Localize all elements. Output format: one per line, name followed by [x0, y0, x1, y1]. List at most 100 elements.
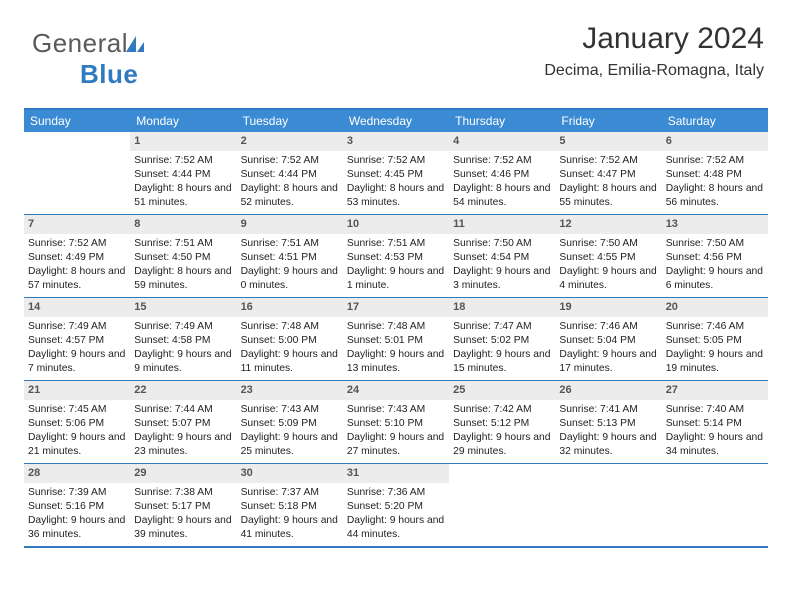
daylight-text: Daylight: 9 hours and 9 minutes. — [134, 348, 232, 376]
sunrise-text: Sunrise: 7:47 AM — [453, 320, 551, 334]
sunset-text: Sunset: 5:02 PM — [453, 334, 551, 348]
sunset-text: Sunset: 5:18 PM — [241, 500, 339, 514]
sunrise-text: Sunrise: 7:43 AM — [241, 403, 339, 417]
day-number: 13 — [662, 215, 768, 234]
day-number: 7 — [24, 215, 130, 234]
daylight-text: Daylight: 9 hours and 17 minutes. — [559, 348, 657, 376]
day-body: Sunrise: 7:44 AMSunset: 5:07 PMDaylight:… — [130, 400, 236, 463]
day-cell: 22Sunrise: 7:44 AMSunset: 5:07 PMDayligh… — [130, 381, 236, 463]
day-body: Sunrise: 7:46 AMSunset: 5:04 PMDaylight:… — [555, 317, 661, 380]
day-number: 4 — [449, 132, 555, 151]
day-body: Sunrise: 7:45 AMSunset: 5:06 PMDaylight:… — [24, 400, 130, 463]
day-number: 21 — [24, 381, 130, 400]
sunrise-text: Sunrise: 7:37 AM — [241, 486, 339, 500]
day-body: Sunrise: 7:43 AMSunset: 5:09 PMDaylight:… — [237, 400, 343, 463]
day-body: Sunrise: 7:46 AMSunset: 5:05 PMDaylight:… — [662, 317, 768, 380]
day-cell: 23Sunrise: 7:43 AMSunset: 5:09 PMDayligh… — [237, 381, 343, 463]
day-cell: 30Sunrise: 7:37 AMSunset: 5:18 PMDayligh… — [237, 464, 343, 546]
daylight-text: Daylight: 9 hours and 27 minutes. — [347, 431, 445, 459]
logo-text-1: General — [32, 28, 128, 58]
day-number: 17 — [343, 298, 449, 317]
day-body: Sunrise: 7:48 AMSunset: 5:00 PMDaylight:… — [237, 317, 343, 380]
daylight-text: Daylight: 9 hours and 44 minutes. — [347, 514, 445, 542]
sunset-text: Sunset: 5:20 PM — [347, 500, 445, 514]
day-body: Sunrise: 7:50 AMSunset: 4:54 PMDaylight:… — [449, 234, 555, 297]
day-cell: 5Sunrise: 7:52 AMSunset: 4:47 PMDaylight… — [555, 132, 661, 214]
sunset-text: Sunset: 5:10 PM — [347, 417, 445, 431]
day-body: Sunrise: 7:39 AMSunset: 5:16 PMDaylight:… — [24, 483, 130, 546]
sunrise-text: Sunrise: 7:46 AM — [666, 320, 764, 334]
sunset-text: Sunset: 5:00 PM — [241, 334, 339, 348]
daylight-text: Daylight: 9 hours and 32 minutes. — [559, 431, 657, 459]
day-number: 22 — [130, 381, 236, 400]
day-cell: 18Sunrise: 7:47 AMSunset: 5:02 PMDayligh… — [449, 298, 555, 380]
day-number: 28 — [24, 464, 130, 483]
day-number: 31 — [343, 464, 449, 483]
day-cell: 10Sunrise: 7:51 AMSunset: 4:53 PMDayligh… — [343, 215, 449, 297]
day-body: Sunrise: 7:49 AMSunset: 4:57 PMDaylight:… — [24, 317, 130, 380]
day-cell: 8Sunrise: 7:51 AMSunset: 4:50 PMDaylight… — [130, 215, 236, 297]
sunrise-text: Sunrise: 7:52 AM — [134, 154, 232, 168]
day-body: Sunrise: 7:36 AMSunset: 5:20 PMDaylight:… — [343, 483, 449, 546]
sunrise-text: Sunrise: 7:45 AM — [28, 403, 126, 417]
sunrise-text: Sunrise: 7:41 AM — [559, 403, 657, 417]
calendar: Sunday Monday Tuesday Wednesday Thursday… — [24, 108, 768, 548]
sunset-text: Sunset: 5:01 PM — [347, 334, 445, 348]
day-body: Sunrise: 7:52 AMSunset: 4:44 PMDaylight:… — [130, 151, 236, 214]
header-right: January 2024 Decima, Emilia-Romagna, Ita… — [544, 22, 764, 80]
sunrise-text: Sunrise: 7:52 AM — [241, 154, 339, 168]
logo-text-2: Blue — [80, 59, 138, 89]
week-row: 7Sunrise: 7:52 AMSunset: 4:49 PMDaylight… — [24, 214, 768, 297]
day-body: Sunrise: 7:40 AMSunset: 5:14 PMDaylight:… — [662, 400, 768, 463]
daylight-text: Daylight: 9 hours and 1 minute. — [347, 265, 445, 293]
day-body: Sunrise: 7:41 AMSunset: 5:13 PMDaylight:… — [555, 400, 661, 463]
day-body: Sunrise: 7:38 AMSunset: 5:17 PMDaylight:… — [130, 483, 236, 546]
day-number: 9 — [237, 215, 343, 234]
sunrise-text: Sunrise: 7:38 AM — [134, 486, 232, 500]
sunset-text: Sunset: 4:54 PM — [453, 251, 551, 265]
day-body: Sunrise: 7:43 AMSunset: 5:10 PMDaylight:… — [343, 400, 449, 463]
sunrise-text: Sunrise: 7:48 AM — [241, 320, 339, 334]
week-row: 28Sunrise: 7:39 AMSunset: 5:16 PMDayligh… — [24, 463, 768, 546]
daylight-text: Daylight: 8 hours and 56 minutes. — [666, 182, 764, 210]
daylight-text: Daylight: 9 hours and 4 minutes. — [559, 265, 657, 293]
day-cell: . — [555, 464, 661, 546]
day-body: Sunrise: 7:37 AMSunset: 5:18 PMDaylight:… — [237, 483, 343, 546]
sunset-text: Sunset: 5:06 PM — [28, 417, 126, 431]
day-number: 11 — [449, 215, 555, 234]
day-cell: . — [662, 464, 768, 546]
day-number: 24 — [343, 381, 449, 400]
day-number: 5 — [555, 132, 661, 151]
sunrise-text: Sunrise: 7:43 AM — [347, 403, 445, 417]
day-number: 12 — [555, 215, 661, 234]
sunrise-text: Sunrise: 7:36 AM — [347, 486, 445, 500]
day-number: 30 — [237, 464, 343, 483]
weekday-header: Thursday — [449, 110, 555, 132]
day-number: 29 — [130, 464, 236, 483]
logo: General Blue — [32, 28, 146, 90]
daylight-text: Daylight: 9 hours and 39 minutes. — [134, 514, 232, 542]
daylight-text: Daylight: 9 hours and 25 minutes. — [241, 431, 339, 459]
day-number: 6 — [662, 132, 768, 151]
sunrise-text: Sunrise: 7:52 AM — [28, 237, 126, 251]
weekday-header: Friday — [555, 110, 661, 132]
day-number: 20 — [662, 298, 768, 317]
sunset-text: Sunset: 4:45 PM — [347, 168, 445, 182]
location: Decima, Emilia-Romagna, Italy — [544, 62, 764, 80]
sunset-text: Sunset: 4:47 PM — [559, 168, 657, 182]
day-number: 14 — [24, 298, 130, 317]
sunrise-text: Sunrise: 7:51 AM — [241, 237, 339, 251]
sunrise-text: Sunrise: 7:52 AM — [559, 154, 657, 168]
sunrise-text: Sunrise: 7:50 AM — [666, 237, 764, 251]
day-cell: 16Sunrise: 7:48 AMSunset: 5:00 PMDayligh… — [237, 298, 343, 380]
weekday-header: Monday — [130, 110, 236, 132]
sunset-text: Sunset: 4:51 PM — [241, 251, 339, 265]
day-cell: 25Sunrise: 7:42 AMSunset: 5:12 PMDayligh… — [449, 381, 555, 463]
day-cell: 20Sunrise: 7:46 AMSunset: 5:05 PMDayligh… — [662, 298, 768, 380]
daylight-text: Daylight: 9 hours and 36 minutes. — [28, 514, 126, 542]
sunrise-text: Sunrise: 7:39 AM — [28, 486, 126, 500]
day-cell: 13Sunrise: 7:50 AMSunset: 4:56 PMDayligh… — [662, 215, 768, 297]
day-number: 8 — [130, 215, 236, 234]
day-number: 1 — [130, 132, 236, 151]
day-cell: 19Sunrise: 7:46 AMSunset: 5:04 PMDayligh… — [555, 298, 661, 380]
